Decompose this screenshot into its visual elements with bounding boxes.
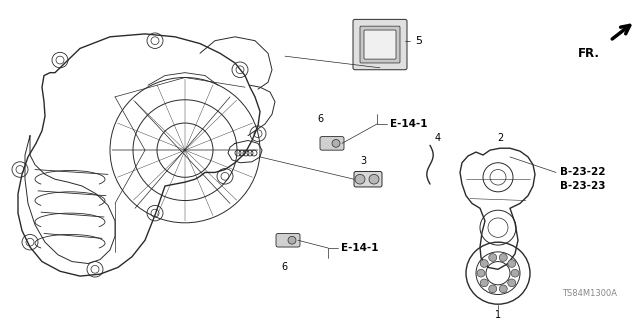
- FancyBboxPatch shape: [360, 26, 400, 63]
- Circle shape: [477, 269, 485, 277]
- FancyBboxPatch shape: [353, 20, 407, 70]
- Text: 2: 2: [497, 133, 503, 143]
- Circle shape: [508, 260, 516, 268]
- Text: 1: 1: [495, 310, 501, 320]
- Circle shape: [499, 285, 508, 293]
- Circle shape: [511, 269, 519, 277]
- Circle shape: [480, 279, 488, 287]
- Circle shape: [489, 285, 497, 293]
- Text: 3: 3: [360, 156, 366, 166]
- Circle shape: [369, 174, 379, 184]
- Circle shape: [332, 140, 340, 147]
- Circle shape: [489, 254, 497, 261]
- Text: 6: 6: [318, 114, 324, 124]
- Text: TS84M1300A: TS84M1300A: [563, 289, 618, 298]
- Text: B-23-22: B-23-22: [560, 167, 605, 177]
- Circle shape: [355, 174, 365, 184]
- FancyBboxPatch shape: [354, 172, 382, 187]
- Text: B-23-23: B-23-23: [560, 181, 605, 191]
- Circle shape: [480, 260, 488, 268]
- Circle shape: [508, 279, 516, 287]
- FancyBboxPatch shape: [276, 234, 300, 247]
- Text: 6: 6: [281, 261, 287, 272]
- Text: FR.: FR.: [578, 46, 600, 60]
- FancyBboxPatch shape: [364, 30, 396, 59]
- Circle shape: [288, 236, 296, 244]
- Circle shape: [499, 254, 508, 261]
- Text: 4: 4: [435, 133, 441, 143]
- FancyBboxPatch shape: [320, 137, 344, 150]
- Text: E-14-1: E-14-1: [390, 119, 428, 129]
- Text: 5: 5: [415, 36, 422, 46]
- Text: E-14-1: E-14-1: [341, 243, 378, 253]
